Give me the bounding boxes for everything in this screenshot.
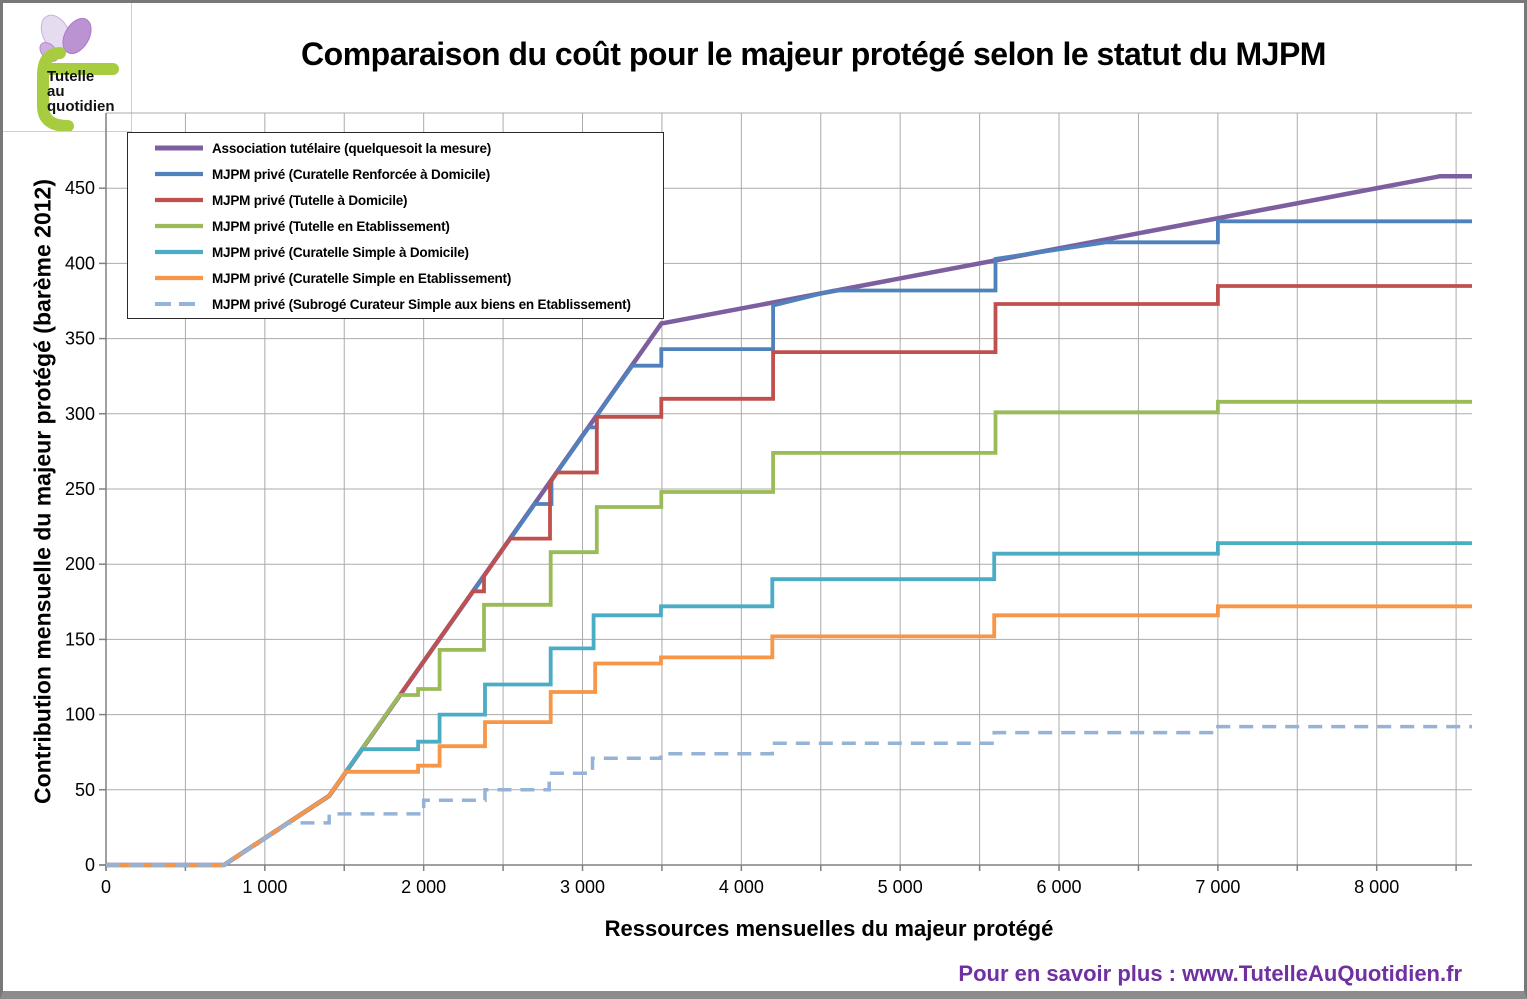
y-tick-label: 250 <box>65 479 95 499</box>
legend-item: MJPM privé (Curatelle Simple à Domicile) <box>128 239 663 265</box>
y-tick-label: 300 <box>65 404 95 424</box>
y-tick-label: 50 <box>75 780 95 800</box>
x-tick-label: 1 000 <box>242 877 287 897</box>
legend: Association tutélaire (quelquesoit la me… <box>127 132 664 319</box>
series-line <box>106 284 1472 867</box>
series-line <box>106 541 1472 867</box>
series-line <box>106 219 1472 867</box>
legend-item: MJPM privé (Tutelle en Etablissement) <box>128 213 663 239</box>
y-tick-label: 200 <box>65 554 95 574</box>
logo: Tutelle au quotidien <box>3 3 132 132</box>
y-tick-label: 450 <box>65 178 95 198</box>
footer-url-text: Pour en savoir plus : www.TutelleAuQuoti… <box>958 961 1462 986</box>
y-tick-label: 350 <box>65 329 95 349</box>
series-line <box>106 604 1472 867</box>
legend-label: MJPM privé (Curatelle Simple en Etabliss… <box>212 270 512 286</box>
x-tick-label: 8 000 <box>1354 877 1399 897</box>
legend-item: Association tutélaire (quelquesoit la me… <box>128 135 663 161</box>
x-tick-label: 7 000 <box>1195 877 1240 897</box>
legend-item: MJPM privé (Tutelle à Domicile) <box>128 187 663 213</box>
legend-item: MJPM privé (Curatelle Simple en Etabliss… <box>128 265 663 291</box>
legend-line-sample-icon <box>155 145 203 151</box>
logo-text-line1: Tutelle <box>47 68 95 85</box>
legend-line-sample-icon <box>155 171 203 177</box>
series-line <box>106 399 1472 867</box>
legend-line-sample-icon <box>155 197 203 203</box>
legend-label: MJPM privé (Curatelle Simple à Domicile) <box>212 244 469 260</box>
logo-text-line3: quotidien <box>47 98 115 115</box>
x-tick-label: 4 000 <box>719 877 764 897</box>
y-tick-label: 100 <box>65 705 95 725</box>
x-tick-label: 0 <box>101 877 111 897</box>
x-tick-label: 3 000 <box>560 877 605 897</box>
y-tick-label: 400 <box>65 253 95 273</box>
legend-label: MJPM privé (Curatelle Renforcée à Domici… <box>212 166 490 182</box>
legend-label: MJPM privé (Subrogé Curateur Simple aux … <box>212 296 631 312</box>
y-axis-title: Contribution mensuelle du majeur protégé… <box>29 179 56 804</box>
logo-mark-icon <box>37 47 119 132</box>
chart-title: Comparaison du coût pour le majeur proté… <box>301 36 1326 72</box>
legend-line-sample-icon <box>155 275 203 281</box>
x-tick-label: 6 000 <box>1036 877 1081 897</box>
logo-text: Tutelle au quotidien <box>47 69 115 114</box>
legend-item: MJPM privé (Subrogé Curateur Simple aux … <box>128 291 663 317</box>
legend-line-sample-icon <box>155 249 203 255</box>
legend-item: MJPM privé (Curatelle Renforcée à Domici… <box>128 161 663 187</box>
legend-label: MJPM privé (Tutelle en Etablissement) <box>212 218 450 234</box>
legend-line-sample-icon <box>155 302 203 306</box>
x-tick-label: 5 000 <box>878 877 923 897</box>
x-axis-title: Ressources mensuelles du majeur protégé <box>604 916 1054 941</box>
legend-line-sample-icon <box>155 223 203 229</box>
y-tick-label: 0 <box>85 855 95 875</box>
legend-label: MJPM privé (Tutelle à Domicile) <box>212 192 408 208</box>
series-line <box>106 724 1472 867</box>
x-tick-label: 2 000 <box>401 877 446 897</box>
logo-text-line2: au <box>47 83 65 100</box>
logo-graphic-icon <box>37 14 119 132</box>
y-tick-label: 150 <box>65 629 95 649</box>
legend-label: Association tutélaire (quelquesoit la me… <box>212 140 492 156</box>
